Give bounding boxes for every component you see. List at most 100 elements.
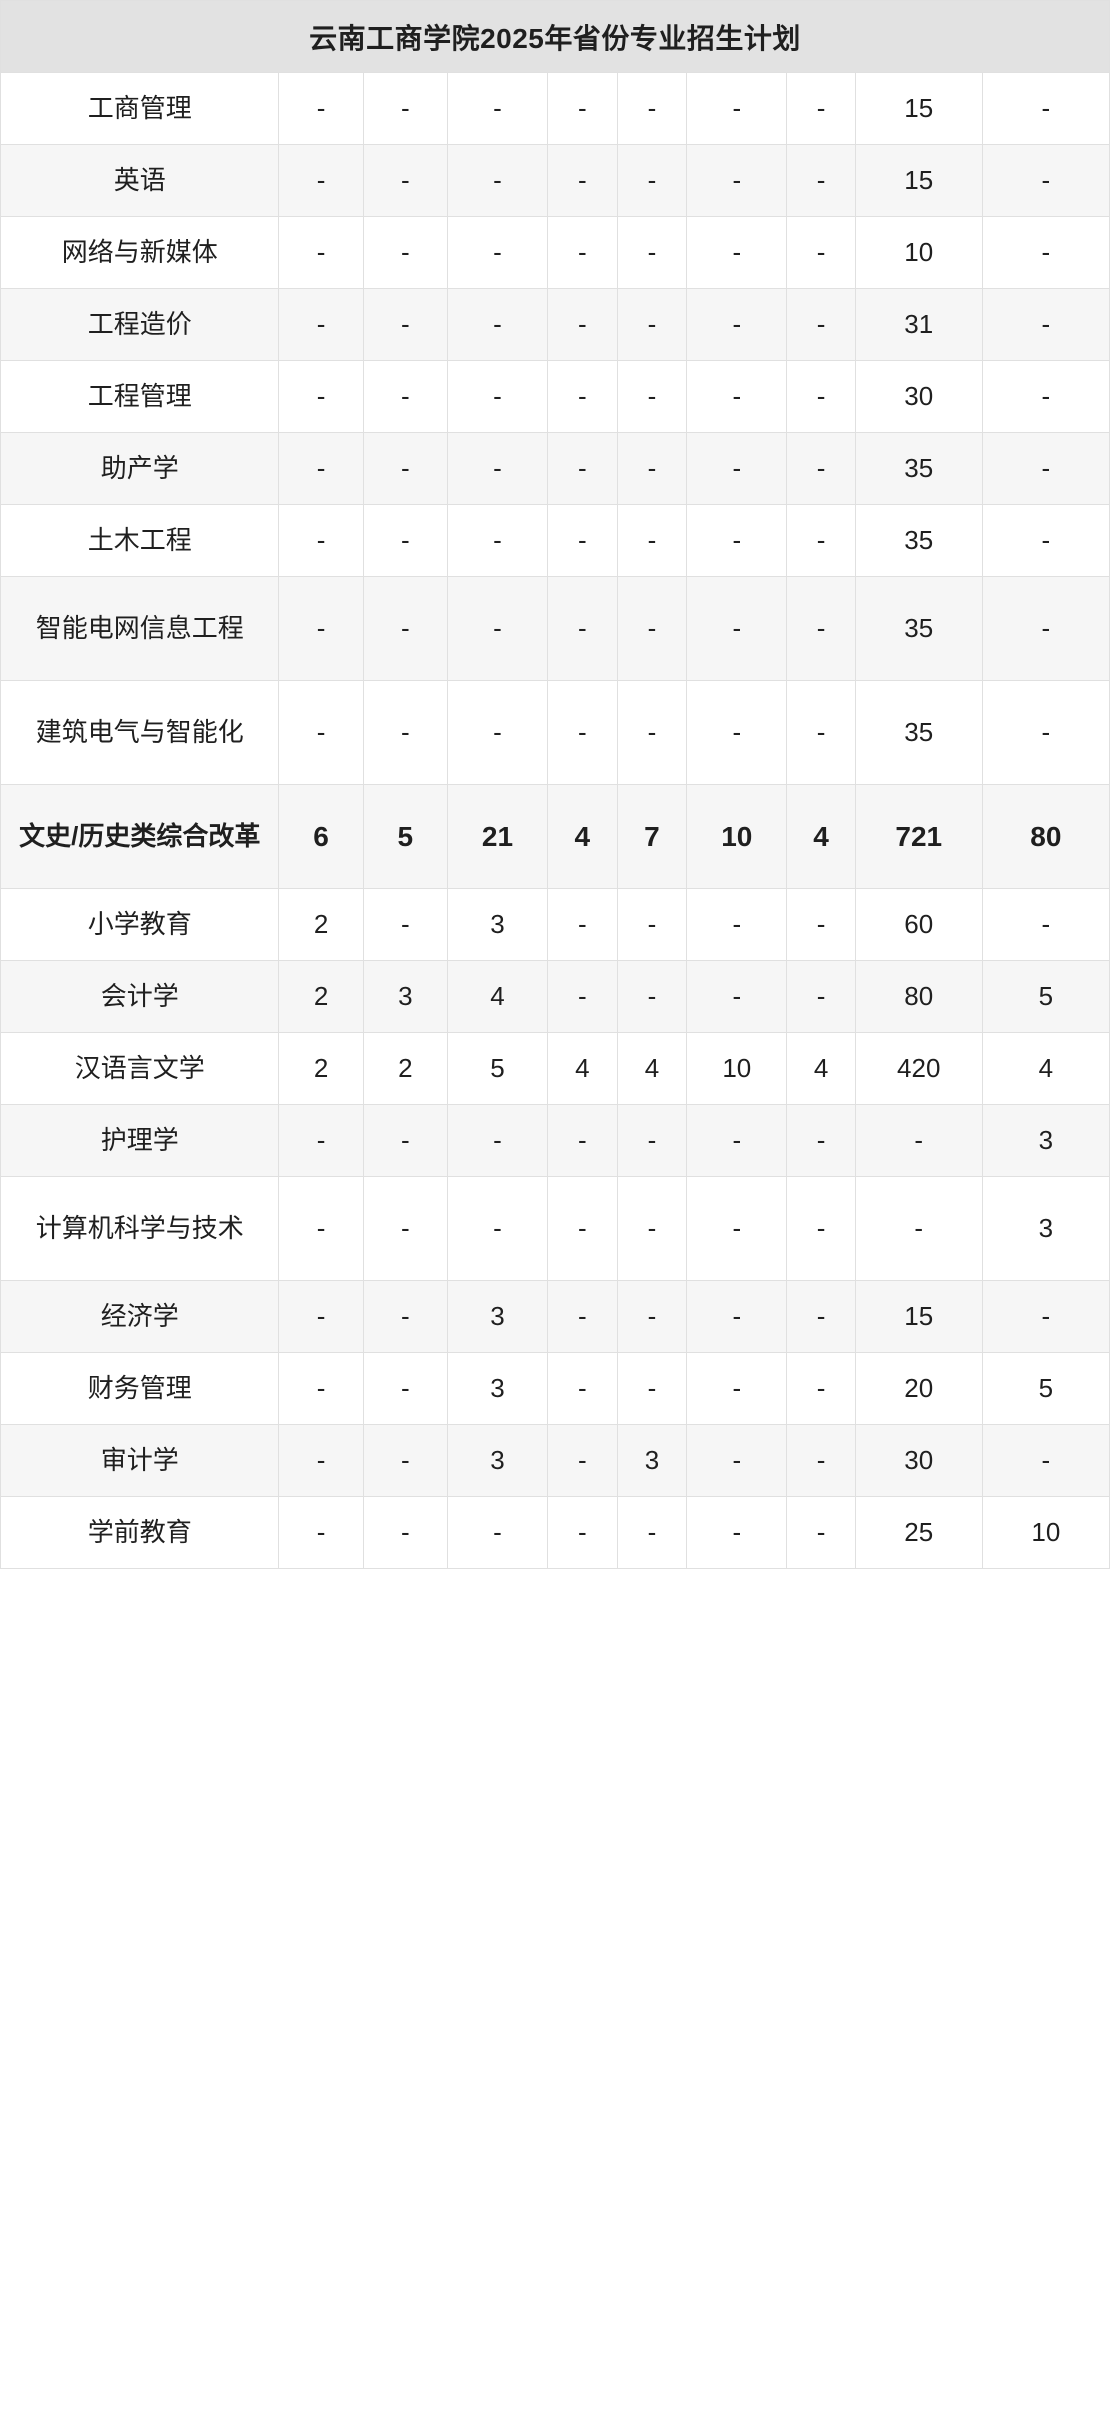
empty-value-cell: - [786,1104,856,1177]
empty-value-cell: - [616,360,688,433]
empty-value-cell: - [278,288,364,361]
empty-value-cell: - [686,960,788,1033]
quota-value-cell: 80 [981,784,1110,889]
quota-value-cell: 4 [446,960,549,1033]
quota-value-cell: 31 [854,288,983,361]
quota-value-cell: 80 [854,960,983,1033]
empty-value-cell: - [616,576,688,681]
empty-value-cell: - [686,1280,788,1353]
empty-value-cell: - [981,360,1110,433]
empty-value-cell: - [446,432,549,505]
quota-value-cell: 3 [981,1176,1110,1281]
empty-value-cell: - [547,1496,618,1569]
empty-value-cell: - [362,504,448,577]
empty-value-cell: - [981,1280,1110,1353]
empty-value-cell: - [786,72,856,145]
major-name-cell: 文史/历史类综合改革 [0,784,280,889]
table-row: 建筑电气与智能化 - - - - - - -35- [0,680,1110,785]
quota-value-cell: 2 [362,1032,448,1105]
quota-value-cell: 15 [854,1280,983,1353]
quota-value-cell: 2 [278,888,364,961]
empty-value-cell: - [362,576,448,681]
empty-value-cell: - [547,216,618,289]
quota-value-cell: 3 [362,960,448,1033]
empty-value-cell: - [446,504,549,577]
quota-value-cell: 35 [854,432,983,505]
major-name-cell: 学前教育 [0,1496,280,1569]
empty-value-cell: - [278,144,364,217]
quota-value-cell: 30 [854,1424,983,1497]
empty-value-cell: - [547,1104,618,1177]
empty-value-cell: - [547,144,618,217]
empty-value-cell: - [981,72,1110,145]
empty-value-cell: - [278,1280,364,1353]
empty-value-cell: - [686,888,788,961]
empty-value-cell: - [362,1104,448,1177]
empty-value-cell: - [446,144,549,217]
table-row: 汉语言文学 2 2 5 4 4 10 4 420 4 [0,1032,1110,1105]
empty-value-cell: - [686,1352,788,1425]
quota-value-cell: 5 [981,1352,1110,1425]
empty-value-cell: - [616,432,688,505]
empty-value-cell: - [278,1424,364,1497]
table-row: 小学教育 2-3- - - -60- [0,888,1110,961]
empty-value-cell: - [446,216,549,289]
empty-value-cell: - [278,576,364,681]
major-name-cell: 英语 [0,144,280,217]
empty-value-cell: - [686,1104,788,1177]
empty-value-cell: - [981,432,1110,505]
quota-value-cell: 4 [547,1032,618,1105]
quota-value-cell: 2 [278,960,364,1033]
table-row: 英语 - - - - - - -15- [0,144,1110,217]
empty-value-cell: - [446,1496,549,1569]
empty-value-cell: - [786,1496,856,1569]
empty-value-cell: - [616,216,688,289]
empty-value-cell: - [981,144,1110,217]
major-name-cell: 经济学 [0,1280,280,1353]
empty-value-cell: - [786,960,856,1033]
empty-value-cell: - [786,504,856,577]
major-name-cell: 工程管理 [0,360,280,433]
quota-value-cell: 5 [981,960,1110,1033]
empty-value-cell: - [362,680,448,785]
empty-value-cell: - [362,288,448,361]
empty-value-cell: - [446,360,549,433]
empty-value-cell: - [616,1104,688,1177]
quota-value-cell: 3 [446,1424,549,1497]
quota-value-cell: 20 [854,1352,983,1425]
quota-value-cell: 35 [854,576,983,681]
table-title-row: 云南工商学院2025年省份专业招生计划 [0,0,1110,73]
empty-value-cell: - [278,1176,364,1281]
quota-value-cell: 6 [278,784,364,889]
table-row: 土木工程 - - - - - - -35- [0,504,1110,577]
table-row: 审计学 - -3-3- -30- [0,1424,1110,1497]
empty-value-cell: - [362,1496,448,1569]
quota-value-cell: 35 [854,504,983,577]
empty-value-cell: - [981,288,1110,361]
empty-value-cell: - [786,432,856,505]
empty-value-cell: - [446,576,549,681]
empty-value-cell: - [547,504,618,577]
empty-value-cell: - [547,960,618,1033]
empty-value-cell: - [362,360,448,433]
empty-value-cell: - [362,888,448,961]
major-name-cell: 小学教育 [0,888,280,961]
table-row: 护理学 - - - - - - - -3 [0,1104,1110,1177]
empty-value-cell: - [278,216,364,289]
quota-value-cell: 60 [854,888,983,961]
empty-value-cell: - [362,216,448,289]
empty-value-cell: - [616,680,688,785]
empty-value-cell: - [786,360,856,433]
quota-value-cell: 721 [854,784,983,889]
empty-value-cell: - [786,1280,856,1353]
empty-value-cell: - [362,1280,448,1353]
empty-value-cell: - [786,576,856,681]
major-name-cell: 建筑电气与智能化 [0,680,280,785]
empty-value-cell: - [547,360,618,433]
empty-value-cell: - [362,1424,448,1497]
major-name-cell: 智能电网信息工程 [0,576,280,681]
empty-value-cell: - [686,1424,788,1497]
table-row: 工程管理 - - - - - - -30- [0,360,1110,433]
quota-value-cell: 10 [686,1032,788,1105]
empty-value-cell: - [616,888,688,961]
